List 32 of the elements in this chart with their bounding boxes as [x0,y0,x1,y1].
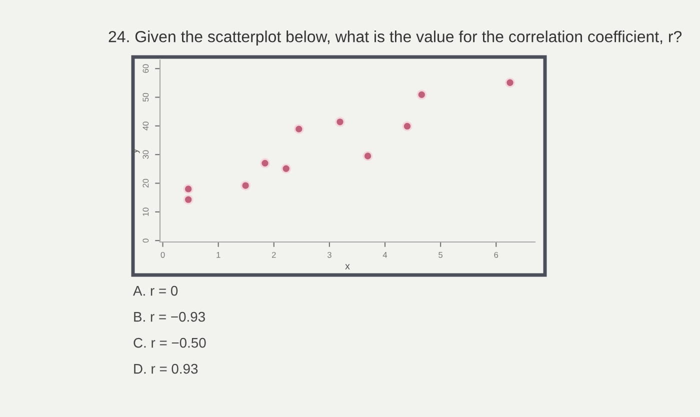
x-tick-label: 4 [382,252,388,258]
x-axis-title: x [345,264,350,270]
x-tick-label: 5 [438,252,443,258]
x-tick-label: 2 [272,252,276,258]
y-tick-label: 50 [142,92,149,102]
text: A. r = 0 [133,286,178,296]
text: D. r = 0.93 [134,364,198,374]
point [240,180,251,191]
chart-title: 24. Given the scatterplot below, what is the value for the correlation coefficient, r? [108,30,682,46]
point [183,194,194,205]
y-tick-label: 30 [142,150,149,159]
point [505,78,515,88]
point [402,121,412,132]
y-tick-label: 40 [142,122,149,130]
text: B. r = −0.93 [134,312,205,322]
text: C. r = −0.50 [134,338,206,348]
y-tick-label: 10 [142,208,149,216]
x-tick-label: 1 [216,252,220,258]
y-tick-label: 20 [142,178,149,188]
x-tick-label: 6 [494,252,498,258]
point [260,158,270,168]
y-tick-label: 0 [142,238,149,243]
point [335,116,345,127]
point [362,151,373,162]
y-tick-label: 60 [142,64,149,73]
y-axis-title: y [132,148,140,154]
point [281,164,292,174]
point [183,184,194,194]
point [416,90,427,100]
point [294,124,304,134]
x-tick-label: 0 [160,252,165,258]
x-tick-label: 3 [327,252,332,258]
